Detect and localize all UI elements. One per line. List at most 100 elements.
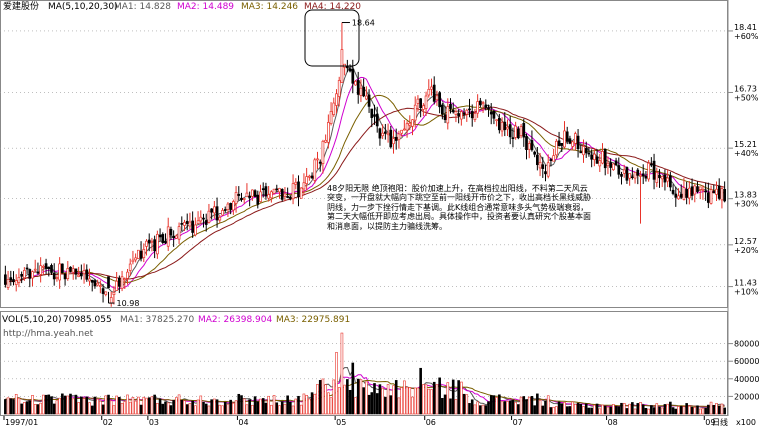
- candle-body: [93, 280, 97, 287]
- volume-bar: [204, 403, 208, 415]
- candle-body: [677, 195, 680, 200]
- volume-bar: [131, 397, 135, 415]
- candle-body: [707, 192, 710, 203]
- volume-bar: [158, 398, 162, 415]
- volume-bar: [413, 387, 417, 415]
- candle-body: [652, 160, 656, 180]
- volume-bar: [329, 397, 333, 415]
- volume-bar: [617, 406, 621, 415]
- candle-body: [356, 79, 360, 95]
- candle-body: [39, 265, 42, 275]
- candle-body: [465, 109, 469, 115]
- candle-body: [389, 129, 393, 148]
- volume-bar: [555, 406, 558, 415]
- candle-body: [17, 277, 21, 283]
- candle-body: [226, 203, 230, 210]
- vol-label: VOL(5,10,20): [2, 315, 61, 325]
- candle-body: [715, 188, 718, 195]
- volume-bar: [693, 407, 697, 415]
- candle-body: [625, 167, 629, 181]
- candle-body: [126, 271, 129, 279]
- candle-body: [473, 113, 477, 120]
- candle-body: [601, 151, 604, 164]
- y-tick-price: 13.83: [734, 191, 757, 200]
- y-tick-price: 18.41: [734, 23, 757, 32]
- volume-bar: [517, 404, 520, 415]
- candle-body: [427, 88, 431, 96]
- candle-body: [259, 191, 262, 202]
- candle-body: [378, 128, 382, 139]
- vol-value: 70985.055: [63, 315, 112, 325]
- volume-bar: [96, 398, 99, 415]
- candle-body: [549, 159, 553, 161]
- volume-bar: [120, 402, 124, 415]
- volume-bar: [194, 405, 197, 415]
- volume-y-tick-label: 40000: [734, 375, 759, 384]
- volume-bar: [671, 407, 675, 415]
- candle-body: [511, 137, 515, 140]
- candle-body: [137, 249, 140, 259]
- volume-bar: [305, 395, 308, 415]
- volume-bar: [481, 404, 485, 415]
- volume-bar: [679, 406, 683, 415]
- volume-bar: [354, 397, 357, 415]
- volume-bar: [470, 399, 474, 415]
- y-tick-price: 12.57: [734, 237, 757, 246]
- volume-bar: [161, 403, 165, 415]
- volume-bar: [503, 401, 507, 415]
- volume-bar: [58, 397, 61, 415]
- volume-bar: [14, 394, 18, 415]
- candle-body: [267, 194, 270, 199]
- candle-body: [362, 86, 365, 97]
- volume-bar: [465, 394, 469, 415]
- volume-bar: [565, 406, 569, 415]
- candle-body: [82, 270, 86, 275]
- volume-unit-label: x100: [736, 418, 756, 427]
- candle-body: [525, 136, 528, 150]
- volume-bar: [397, 397, 401, 415]
- x-tick-label: 07: [513, 418, 523, 427]
- candle-body: [150, 240, 154, 243]
- candle-body: [717, 185, 721, 199]
- candle-body: [644, 175, 648, 179]
- candle-body: [636, 169, 640, 176]
- candle-body: [666, 177, 669, 182]
- candle-body: [582, 146, 585, 156]
- candle-body: [568, 138, 572, 144]
- y-tick-price: 15.21: [734, 140, 757, 149]
- candle-body: [332, 102, 336, 115]
- candle-body: [145, 240, 148, 247]
- volume-bar: [544, 400, 547, 415]
- volume-y-tick-label: 20000: [734, 392, 759, 401]
- volume-bar: [709, 401, 713, 415]
- volume-bar: [28, 400, 32, 415]
- volume-bar: [199, 395, 203, 415]
- volume-bar: [609, 406, 612, 415]
- volume-bar: [432, 381, 436, 415]
- volume-bar: [188, 403, 192, 415]
- ma1-line: [5, 66, 725, 294]
- candle-body: [264, 186, 268, 197]
- candle-body: [538, 161, 542, 169]
- candle-body: [701, 189, 705, 191]
- candle-body: [237, 193, 241, 196]
- volume-bar: [682, 406, 686, 415]
- candle-body: [131, 259, 135, 263]
- candle-body: [688, 187, 691, 199]
- volume-bar: [335, 352, 338, 415]
- volume-bar: [489, 395, 493, 415]
- volume-bar: [533, 405, 536, 415]
- volume-bar: [384, 396, 387, 415]
- candle-body: [720, 188, 724, 201]
- volume-bar: [172, 400, 175, 415]
- volume-bar: [647, 408, 650, 415]
- volume-bar: [104, 395, 108, 415]
- volume-bar: [677, 406, 680, 415]
- volume-bar: [519, 396, 523, 415]
- volume-bar: [177, 394, 181, 415]
- volume-bar: [302, 393, 306, 415]
- volume-bar: [85, 396, 89, 415]
- volume-bar: [717, 405, 721, 415]
